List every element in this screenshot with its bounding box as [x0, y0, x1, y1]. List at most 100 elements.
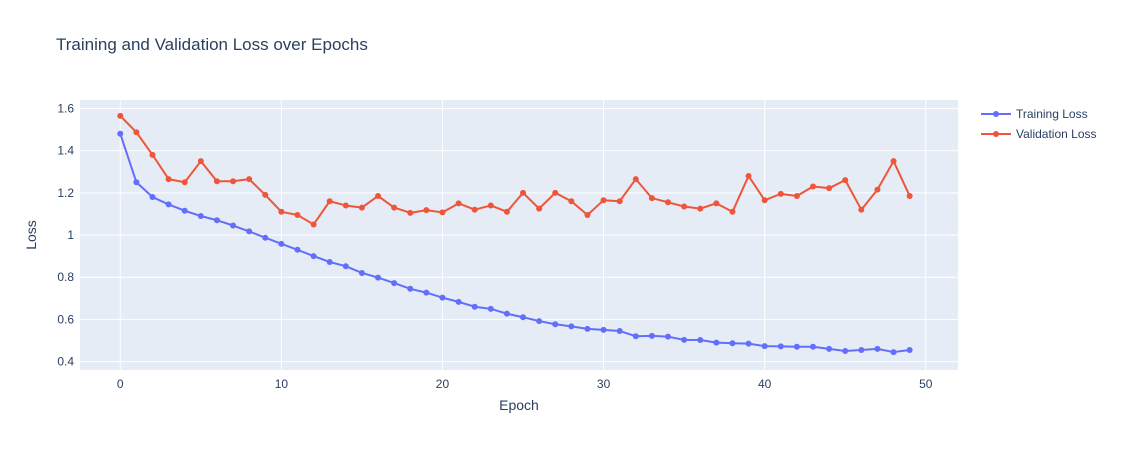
data-point: [890, 158, 897, 165]
data-point: [391, 204, 398, 211]
data-point: [648, 332, 655, 339]
data-point: [326, 198, 333, 205]
data-point: [826, 185, 833, 192]
data-point: [181, 179, 188, 186]
data-point: [906, 192, 913, 199]
data-point: [342, 263, 349, 270]
data-point: [149, 194, 156, 201]
data-point: [761, 343, 768, 350]
data-point: [310, 253, 317, 260]
data-point: [761, 197, 768, 204]
data-point: [117, 130, 124, 137]
data-point: [423, 207, 430, 214]
data-point: [520, 189, 527, 196]
data-point: [858, 206, 865, 213]
y-tick-label: 1: [67, 228, 74, 242]
x-tick-label: 10: [275, 377, 289, 391]
data-point: [616, 327, 623, 334]
data-point: [648, 195, 655, 202]
data-point: [552, 321, 559, 328]
legend-item[interactable]: Training Loss: [981, 107, 1088, 121]
data-point: [568, 323, 575, 330]
data-point: [632, 176, 639, 183]
data-point: [197, 213, 204, 220]
data-point: [874, 186, 881, 193]
data-point: [391, 280, 398, 287]
data-point: [471, 206, 478, 213]
data-point: [423, 289, 430, 296]
data-point: [681, 203, 688, 210]
legend-item[interactable]: Validation Loss: [981, 127, 1097, 141]
x-tick-label: 20: [436, 377, 450, 391]
data-point: [600, 197, 607, 204]
data-point: [793, 343, 800, 350]
data-point: [165, 176, 172, 183]
data-point: [310, 221, 317, 228]
data-point: [665, 199, 672, 206]
y-tick-label: 0.6: [57, 312, 74, 326]
data-point: [294, 211, 301, 218]
y-tick-label: 0.8: [57, 270, 74, 284]
data-point: [455, 200, 462, 207]
data-point: [246, 228, 253, 235]
data-point: [632, 333, 639, 340]
data-point: [697, 205, 704, 212]
data-point: [407, 285, 414, 292]
data-point: [600, 326, 607, 333]
data-point: [133, 129, 140, 136]
data-point: [729, 340, 736, 347]
data-point: [246, 176, 253, 183]
chart-title: Training and Validation Loss over Epochs: [56, 35, 368, 54]
data-point: [874, 345, 881, 352]
series-training-loss: [117, 130, 913, 356]
data-point: [439, 209, 446, 216]
data-point: [552, 189, 559, 196]
data-point: [681, 336, 688, 343]
x-tick-label: 40: [758, 377, 772, 391]
data-point: [568, 198, 575, 205]
legend: Training Loss Validation Loss: [981, 107, 1097, 141]
data-point: [810, 183, 817, 190]
data-point: [407, 209, 414, 216]
data-point: [230, 178, 237, 185]
data-point: [294, 246, 301, 253]
data-point: [503, 310, 510, 317]
data-point: [455, 298, 462, 305]
gridlines: [80, 100, 958, 370]
legend-marker: [993, 111, 999, 117]
data-point: [326, 259, 333, 265]
data-point: [230, 222, 237, 229]
data-point: [616, 198, 623, 205]
data-point: [520, 314, 527, 321]
data-point: [713, 339, 720, 346]
tick-labels: 0 10 20 30 40 50 0.4 0.6 0.8 1 1.2 1.4 1.6: [57, 101, 932, 391]
data-point: [858, 346, 865, 353]
data-point: [713, 200, 720, 207]
data-point: [793, 192, 800, 199]
data-point: [375, 192, 382, 199]
data-point: [133, 179, 140, 186]
data-point: [181, 207, 188, 214]
data-point: [375, 274, 382, 281]
legend-label: Validation Loss: [1016, 127, 1097, 141]
x-tick-label: 30: [597, 377, 611, 391]
data-point: [842, 177, 849, 184]
y-axis-title: Loss: [23, 220, 39, 250]
data-point: [165, 201, 172, 208]
data-point: [487, 202, 494, 209]
data-point: [213, 178, 220, 185]
data-point: [842, 348, 849, 355]
y-tick-label: 1.6: [57, 101, 74, 115]
data-point: [471, 303, 478, 310]
x-tick-label: 50: [919, 377, 933, 391]
data-point: [342, 202, 349, 209]
data-point: [584, 211, 591, 218]
data-point: [729, 208, 736, 215]
data-point: [439, 294, 446, 301]
data-point: [584, 325, 591, 332]
data-point: [358, 204, 365, 211]
data-point: [810, 343, 817, 350]
y-tick-label: 1.4: [57, 144, 74, 158]
